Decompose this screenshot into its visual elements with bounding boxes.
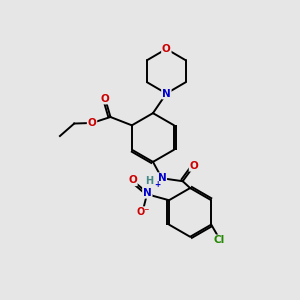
Text: N: N <box>162 88 171 98</box>
Text: Cl: Cl <box>214 236 225 245</box>
Text: O: O <box>88 118 96 128</box>
Text: N: N <box>158 173 166 183</box>
Text: O: O <box>190 161 198 171</box>
Text: N: N <box>143 188 152 198</box>
Text: O: O <box>128 175 137 185</box>
Text: +: + <box>154 180 160 189</box>
Text: O⁻: O⁻ <box>136 207 149 217</box>
Text: O: O <box>101 94 110 103</box>
Text: H: H <box>145 176 154 186</box>
Text: O: O <box>162 44 171 54</box>
